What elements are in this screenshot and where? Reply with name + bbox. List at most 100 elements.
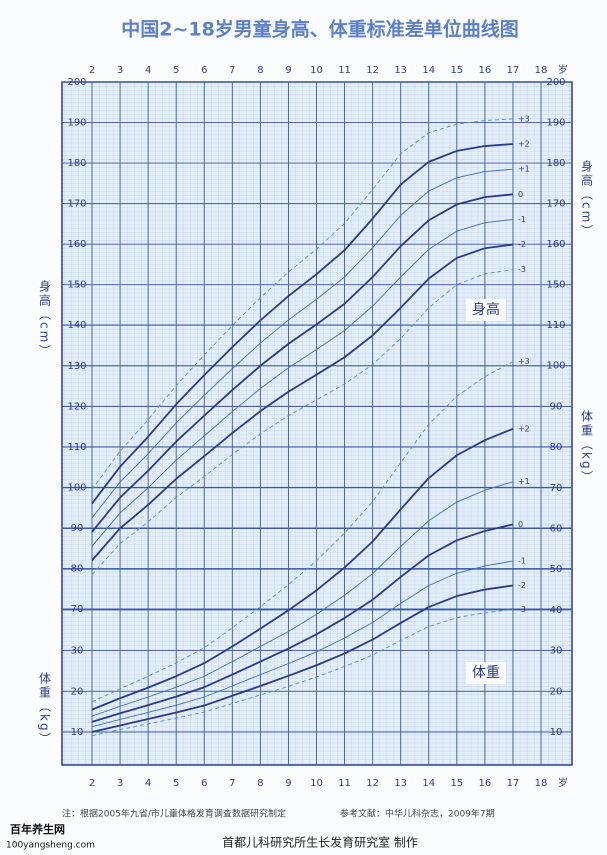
sd-curve xyxy=(91,269,514,575)
watermark-url: 100yangsheng.com xyxy=(6,841,95,851)
y-tick-label: 100 xyxy=(67,482,86,493)
curve-label: +3 xyxy=(518,114,530,123)
right-height-axis-title: 身高（cm） xyxy=(580,159,594,239)
x-tick-label-top: 2 xyxy=(89,65,95,76)
sd-curve xyxy=(91,584,514,733)
y-tick-label: 150 xyxy=(67,280,86,291)
x-tick-label-top: 13 xyxy=(394,65,407,76)
y2-tick-label: 90 xyxy=(550,401,563,412)
curve-label: -1 xyxy=(518,215,526,224)
y-tick-label: 200 xyxy=(67,77,86,88)
right-weight-axis-title: 体重（kg） xyxy=(580,410,594,485)
x-tick-label-bottom: 14 xyxy=(422,778,435,789)
x-tick-label-top: 3 xyxy=(117,65,123,76)
y-tick-label: 170 xyxy=(67,199,86,210)
height-section-label: 身高 xyxy=(472,301,500,318)
curve-label: 0 xyxy=(518,190,523,199)
x-tick-label-bottom: 5 xyxy=(173,778,179,789)
y-tick-label: 80 xyxy=(71,563,84,574)
sd-curve xyxy=(91,118,513,490)
x-tick-label-top: 14 xyxy=(422,65,435,76)
x-tick-label-top: 18 xyxy=(535,65,548,76)
curve-label: -1 xyxy=(518,557,526,566)
sd-curve xyxy=(91,143,514,505)
x-tick-label-top: 5 xyxy=(173,65,179,76)
x-tick-label-bottom: 4 xyxy=(145,778,151,789)
x-tick-label-top: 8 xyxy=(257,65,263,76)
y2-tick-label: 50 xyxy=(550,564,563,575)
sd-curve xyxy=(91,361,514,703)
x-tick-label-top: 17 xyxy=(507,65,520,76)
y2-tick-label: 40 xyxy=(550,605,563,616)
y2-tick-label: 150 xyxy=(546,280,565,291)
x-tick-label-bottom: 9 xyxy=(285,778,291,789)
x-tick-label-bottom: 17 xyxy=(507,778,520,789)
x-tick-label-top: 12 xyxy=(366,65,379,76)
y-tick-label: 70 xyxy=(71,604,84,615)
left-weight-axis-title: 体重（kg） xyxy=(38,672,52,747)
curve-label: -3 xyxy=(518,265,526,274)
sd-curve xyxy=(91,218,513,547)
x-tick-label-bottom: 10 xyxy=(310,778,323,789)
footer: 首都儿科研究所生长发育研究室 制作 xyxy=(222,835,418,850)
sd-curve xyxy=(91,481,514,717)
x-tick-label-top: 10 xyxy=(310,65,323,76)
y2-tick-label: 80 xyxy=(550,442,563,453)
y-tick-label: 30 xyxy=(71,646,84,657)
y2-tick-label: 10 xyxy=(550,727,563,738)
y-tick-label: 10 xyxy=(71,727,84,738)
x-tick-label-top: 11 xyxy=(338,65,351,76)
y-tick-label: 160 xyxy=(67,239,86,250)
y2-tick-label: 200 xyxy=(546,77,565,88)
label-box xyxy=(466,299,506,321)
label-box xyxy=(466,662,506,684)
curve-label: +1 xyxy=(518,165,530,174)
left-height-axis-title: 身高（cm） xyxy=(38,279,52,359)
labels: 2 2 3 3 4 4 5 5 6 6 7 7 8 8 9 9 10 10 11 11 12 12 13 13 14 14 15 15… xyxy=(67,65,565,789)
x-tick-label-top: 16 xyxy=(479,65,492,76)
sd-curve xyxy=(91,523,514,723)
grid xyxy=(62,81,572,765)
x-tick-label-top: 4 xyxy=(145,65,151,76)
sd-curve xyxy=(91,168,513,519)
y-tick-label: 190 xyxy=(67,118,86,129)
x-tick-label-bottom: 2 xyxy=(89,778,95,789)
sd-curve xyxy=(91,243,514,561)
sd-curve xyxy=(91,427,514,711)
y-tick-label: 90 xyxy=(71,523,84,534)
x-tick-label-bottom: 18 xyxy=(535,778,548,789)
page-title: 中国2~18岁男童身高、体重标准差单位曲线图 xyxy=(121,18,519,41)
x-tick-label-bottom: 11 xyxy=(338,778,351,789)
y2-tick-label: 100 xyxy=(546,361,565,372)
x-tick-label-top: 7 xyxy=(229,65,235,76)
curve-label: +1 xyxy=(518,477,530,486)
y-tick-label: 180 xyxy=(67,158,86,169)
y2-tick-label: 60 xyxy=(550,524,563,535)
x-tick-label-top: 9 xyxy=(285,65,291,76)
x-tick-label-top: 6 xyxy=(201,65,207,76)
y2-tick-label: 30 xyxy=(550,646,563,657)
curve-label: -3 xyxy=(518,605,526,614)
y2-tick-label: 110 xyxy=(546,320,565,331)
curve-label: +3 xyxy=(518,357,530,366)
y-tick-label: 120 xyxy=(67,401,86,412)
curve-label: 0 xyxy=(518,520,523,529)
watermark-name: 百年养生网 xyxy=(10,822,65,836)
y-tick-label: 140 xyxy=(67,320,86,331)
y2-tick-label: 160 xyxy=(546,239,565,250)
y-tick-label: 130 xyxy=(67,361,86,372)
x-tick-label-bottom: 12 xyxy=(366,778,379,789)
x-unit-top: 岁 xyxy=(558,63,568,76)
curve-label: +2 xyxy=(518,140,530,149)
curves xyxy=(91,118,514,737)
sd-curve xyxy=(91,609,513,737)
y-tick-label: 20 xyxy=(71,686,84,697)
curve-label: -2 xyxy=(518,581,526,590)
x-tick-label-bottom: 7 xyxy=(229,778,235,789)
x-tick-label-bottom: 3 xyxy=(117,778,123,789)
y-tick-label: 110 xyxy=(67,442,86,453)
y2-tick-label: 20 xyxy=(550,686,563,697)
curve-label: +2 xyxy=(518,424,530,433)
note: 注：根据2005年九省/市儿童体格发育调查数据研究制定 xyxy=(62,808,286,820)
